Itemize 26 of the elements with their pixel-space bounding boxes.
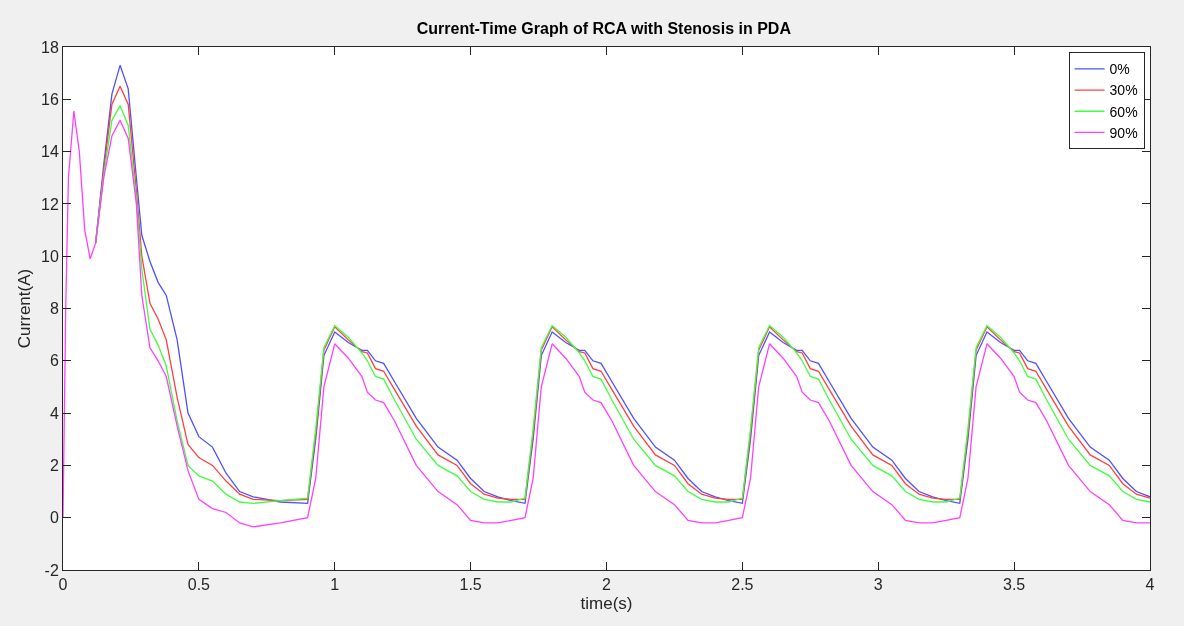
- legend-label: 0%: [1109, 61, 1130, 78]
- x-tick-label: 3.5: [1003, 576, 1026, 594]
- x-tick-label: 1.5: [459, 576, 482, 594]
- y-axis-title: Current(A): [14, 268, 34, 349]
- y-tick-label: 2: [49, 457, 59, 474]
- x-tick-label: 0.5: [187, 576, 211, 594]
- x-tick-label: 2.5: [731, 576, 754, 594]
- y-tick-label: 14: [41, 143, 59, 161]
- y-tick-label: 16: [41, 90, 59, 108]
- chart-title: Current-Time Graph of RCA with Stenosis in PDA: [416, 19, 792, 37]
- x-tick-label: 1: [330, 576, 340, 594]
- y-tick-label: 0: [49, 509, 59, 527]
- legend-label: 30%: [1109, 82, 1138, 99]
- legend-label: 90%: [1109, 124, 1138, 141]
- y-tick-label: -2: [44, 561, 59, 579]
- y-tick-label: 8: [49, 300, 59, 318]
- legend-label: 60%: [1109, 103, 1138, 120]
- y-tick-label: 4: [49, 404, 59, 422]
- x-tick-label: 3: [873, 576, 883, 594]
- y-tick-label: 18: [41, 38, 59, 56]
- y-tick-label: 6: [49, 352, 59, 370]
- x-tick-label: 4: [1145, 576, 1155, 594]
- y-tick-label: 12: [41, 195, 59, 213]
- x-axis-title: time(s): [580, 593, 633, 613]
- x-tick-label: 2: [602, 576, 612, 594]
- y-tick-label: 10: [41, 247, 59, 265]
